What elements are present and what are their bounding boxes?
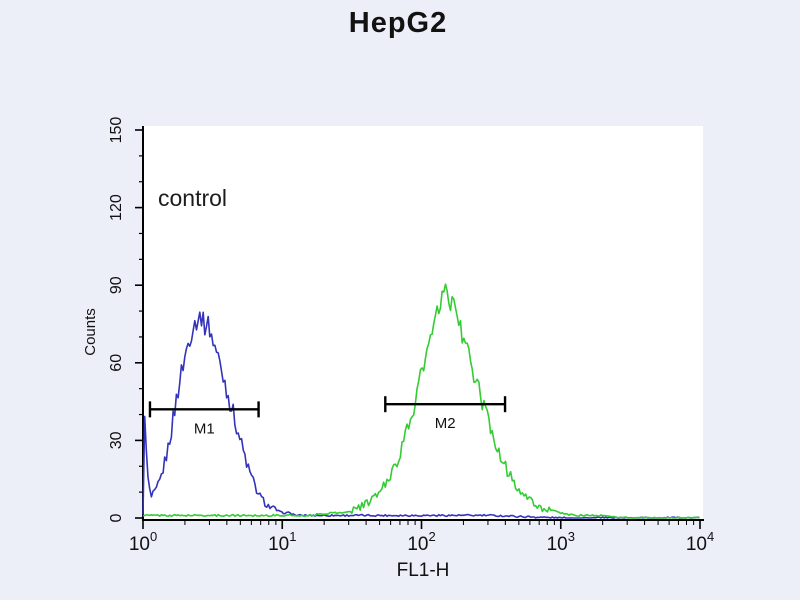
y-axis-label: Counts	[82, 308, 99, 356]
series-curve-green	[142, 283, 700, 519]
markers-layer: M1 M2	[148, 396, 507, 437]
x-tick-label: 101	[268, 529, 296, 555]
x-tick-label: 100	[129, 529, 157, 555]
ticks-layer: 0 30 60 90 120 150 100 101 102 103 104	[108, 117, 714, 555]
marker-label-m2: M2	[435, 415, 456, 432]
series-curve-control	[142, 311, 700, 519]
series-layer	[142, 283, 700, 519]
y-tick-label: 30	[108, 431, 125, 449]
x-tick-label: 102	[407, 529, 435, 555]
y-tick-label: 60	[108, 354, 125, 372]
plot-area	[143, 126, 703, 520]
y-tick-label: 0	[108, 513, 125, 522]
x-tick-label: 103	[547, 529, 575, 555]
y-tick-label: 90	[108, 276, 125, 294]
x-tick-label: 104	[686, 529, 714, 555]
marker-label-m1: M1	[194, 420, 215, 437]
control-annotation: control	[158, 185, 227, 211]
x-axis-label: FL1-H	[397, 560, 450, 581]
chart-title: HepG2	[349, 7, 447, 39]
y-tick-label: 120	[108, 194, 125, 221]
y-tick-label: 150	[108, 117, 125, 144]
